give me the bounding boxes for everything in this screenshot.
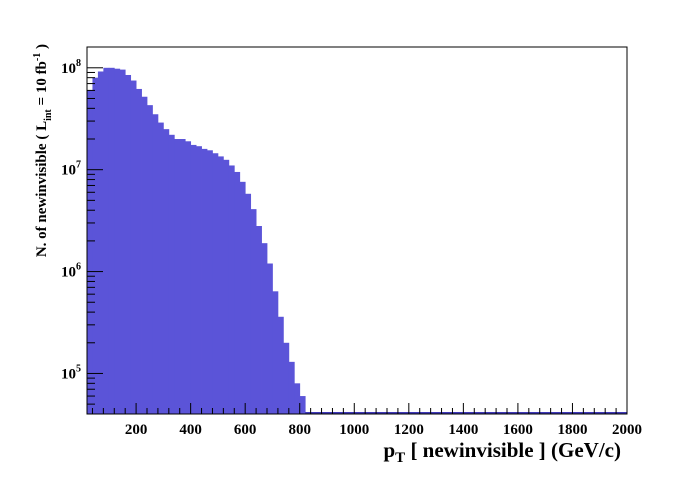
- histogram-bar: [87, 90, 93, 414]
- x-tick-label: 1200: [394, 422, 424, 438]
- histogram-bar: [97, 71, 104, 415]
- x-axis-title: pT [ newinvisible ] (GeV/c): [383, 438, 621, 466]
- x-tick-label: 800: [288, 422, 311, 438]
- y-axis-title-sup: -1: [32, 53, 43, 61]
- histogram-bar: [190, 144, 197, 414]
- histogram-bar: [288, 361, 295, 414]
- histogram-bar: [157, 122, 164, 414]
- histogram-bar: [168, 134, 175, 414]
- histogram-bar: [272, 291, 279, 414]
- histogram-bar: [261, 243, 268, 414]
- x-tick-label: 1800: [557, 422, 587, 438]
- y-axis-title-mid: = 10 fb: [34, 61, 50, 109]
- histogram-bar: [185, 141, 192, 414]
- histogram-bar: [294, 383, 301, 414]
- histogram-bar: [196, 146, 202, 414]
- histogram-bar: [277, 316, 284, 414]
- histogram-bar: [152, 114, 159, 414]
- x-axis-title-rest: [ newinvisible ] (GeV/c): [405, 438, 621, 462]
- y-axis-title-end: ): [34, 44, 50, 53]
- x-tick-label: 1600: [503, 422, 533, 438]
- y-tick-label: 106: [61, 262, 81, 281]
- x-tick-label: 400: [179, 422, 202, 438]
- histogram-bar: [163, 129, 170, 415]
- x-axis-title-sub: T: [395, 450, 405, 466]
- histogram-bar: [256, 226, 262, 414]
- histogram-bar: [174, 139, 181, 414]
- y-axis-title-main: N. of newinvisible ( L: [34, 121, 50, 257]
- histogram-bar: [223, 159, 230, 414]
- histogram-bar: [207, 150, 213, 414]
- histogram-bar: [108, 67, 115, 414]
- x-axis-title-main: p: [383, 438, 395, 462]
- histogram-bar: [234, 171, 241, 414]
- histogram-bar: [136, 88, 142, 415]
- y-tick-label: 108: [61, 58, 81, 77]
- histogram-bar: [141, 96, 148, 414]
- y-tick-label: 105: [61, 363, 81, 382]
- y-tick-label: 107: [61, 160, 81, 179]
- histogram-bar: [103, 67, 110, 414]
- histogram-bar: [228, 165, 235, 414]
- histogram-bar: [179, 139, 186, 414]
- histogram-bar: [119, 69, 126, 415]
- x-tick-label: 1400: [448, 422, 478, 438]
- histogram-bar: [130, 80, 137, 415]
- x-tick-label: 600: [234, 422, 257, 438]
- x-tick-label: 200: [125, 422, 148, 438]
- histogram-bar: [239, 181, 246, 414]
- histogram-bar: [245, 193, 252, 414]
- x-tick-label: 2000: [612, 422, 642, 438]
- plot-frame: [86, 46, 628, 415]
- histogram-bar: [125, 74, 132, 415]
- histogram-bar: [283, 342, 290, 414]
- histogram-bar: [250, 209, 257, 414]
- histogram-bar: [299, 396, 306, 414]
- histogram-bars: [87, 67, 627, 415]
- histogram-bar: [212, 153, 219, 414]
- y-axis-title-sub: int: [43, 109, 54, 121]
- y-axis-title: N. of newinvisible ( Lint = 10 fb-1 ): [32, 44, 54, 257]
- histogram-bar: [92, 77, 99, 415]
- axis-ticks: 200 400 600 800 1000 1200 1400 1600 1800 2000 105 1…: [61, 58, 642, 438]
- histogram-bar: [114, 68, 121, 414]
- histogram-bar: [267, 263, 273, 414]
- histogram-bar: [201, 148, 208, 414]
- histogram-bar: [147, 105, 153, 414]
- histogram-bar: [217, 156, 224, 414]
- x-tick-label: 1000: [339, 422, 369, 438]
